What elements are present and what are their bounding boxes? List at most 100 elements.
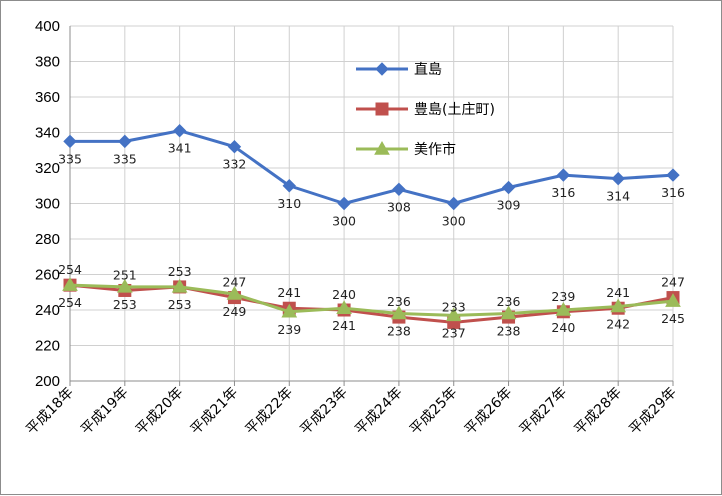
marker-diamond (501, 180, 516, 195)
x-tick-label: 平成29年 (626, 385, 680, 439)
x-tick-label: 平成27年 (517, 385, 571, 439)
series-layer (62, 124, 681, 329)
data-label: 308 (387, 199, 411, 214)
data-label: 241 (332, 318, 356, 333)
marker-diamond (556, 168, 571, 182)
data-label: 335 (113, 151, 137, 166)
y-tick-label: 380 (35, 54, 60, 71)
marker-square (375, 102, 389, 116)
marker-diamond (611, 171, 625, 186)
marker-diamond (282, 179, 296, 193)
data-label: 251 (113, 267, 137, 282)
data-label: 247 (223, 275, 247, 290)
data-label: 240 (551, 320, 575, 335)
data-label: 253 (168, 297, 192, 312)
y-tick-label: 300 (35, 196, 60, 213)
marker-diamond (63, 134, 77, 149)
x-tick-label: 平成25年 (407, 385, 461, 439)
data-label: 335 (58, 151, 82, 166)
data-label: 249 (223, 304, 247, 319)
legend-entry: 直島 (356, 61, 442, 78)
y-tick-label: 240 (35, 302, 60, 319)
data-labels: 335 335 341 332 310 300 308 300 309 316 314 316 254 2… (58, 141, 685, 341)
data-label: 309 (497, 198, 521, 213)
marker-triangle (374, 140, 390, 155)
data-label: 239 (277, 322, 301, 337)
data-label: 300 (332, 214, 356, 229)
data-label: 237 (442, 325, 466, 340)
x-tick-label: 平成24年 (352, 385, 406, 439)
data-label: 316 (551, 185, 575, 200)
marker-diamond (227, 139, 242, 154)
data-label: 241 (277, 285, 301, 300)
y-axis-ticks: 200 220 240 260 280 300 320 340 360 380 400 (35, 18, 60, 390)
x-axis-ticks: 平成18年 平成19年 平成20年 平成21年 平成22年 平成23年 平成24年 平成25年… (23, 385, 680, 439)
marker-triangle (555, 301, 572, 316)
data-label: 233 (442, 299, 466, 314)
data-label: 254 (58, 295, 82, 310)
data-label: 300 (442, 214, 466, 229)
x-tick-label: 平成19年 (78, 385, 132, 439)
x-tick-label: 平成28年 (571, 385, 625, 439)
x-tick-label: 平成21年 (188, 385, 242, 439)
y-tick-label: 260 (35, 267, 60, 284)
x-tick-label: 平成22年 (242, 385, 296, 439)
data-label: 239 (551, 289, 575, 304)
data-label: 245 (661, 311, 685, 326)
marker-diamond (337, 196, 351, 211)
y-tick-label: 200 (35, 373, 60, 390)
marker-triangle (500, 305, 517, 320)
y-tick-label: 360 (35, 89, 60, 106)
marker-triangle (445, 307, 462, 322)
legend-label: 豊島(土庄町) (414, 101, 495, 118)
marker-triangle (391, 305, 407, 320)
data-label: 236 (497, 294, 521, 309)
marker-triangle (610, 298, 627, 313)
marker-diamond (666, 168, 680, 182)
legend-entry: 美作市 (356, 140, 456, 158)
marker-triangle (336, 300, 352, 314)
series-line (70, 129, 674, 205)
marker-triangle (62, 277, 78, 291)
marker-triangle (226, 286, 243, 300)
legend-label: 美作市 (414, 141, 456, 158)
x-tick-label: 平成20年 (133, 385, 187, 439)
data-label: 316 (661, 185, 685, 200)
data-label: 238 (497, 324, 521, 339)
series-line (69, 283, 674, 317)
marker-diamond (447, 196, 461, 211)
data-label: 238 (387, 324, 411, 339)
legend-entry: 豊島(土庄町) (356, 101, 495, 118)
data-label: 241 (606, 285, 630, 300)
series-0 (63, 124, 680, 211)
grid-layer (69, 25, 674, 386)
data-label: 314 (606, 189, 630, 204)
marker-triangle (281, 303, 298, 318)
marker-triangle (171, 278, 188, 293)
data-label: 310 (277, 196, 301, 211)
data-label: 242 (606, 316, 630, 331)
series-2 (62, 277, 681, 322)
y-tick-label: 400 (35, 18, 60, 35)
x-tick-label: 平成26年 (462, 385, 516, 439)
data-label: 253 (113, 297, 137, 312)
x-tick-label: 平成18年 (23, 385, 77, 439)
y-tick-label: 340 (35, 125, 60, 142)
y-tick-label: 320 (35, 160, 60, 177)
data-label: 240 (332, 287, 356, 302)
marker-diamond (392, 182, 406, 197)
data-label: 332 (223, 157, 247, 172)
data-label: 341 (168, 141, 192, 156)
legend-label: 直島 (414, 61, 442, 78)
x-tick-label: 平成23年 (297, 385, 351, 439)
y-tick-label: 280 (35, 231, 60, 248)
data-label: 253 (168, 264, 192, 279)
y-tick-label: 220 (35, 338, 60, 355)
data-label: 254 (58, 262, 82, 277)
marker-triangle (665, 293, 681, 307)
marker-diamond (118, 134, 132, 149)
series-line (69, 283, 674, 324)
